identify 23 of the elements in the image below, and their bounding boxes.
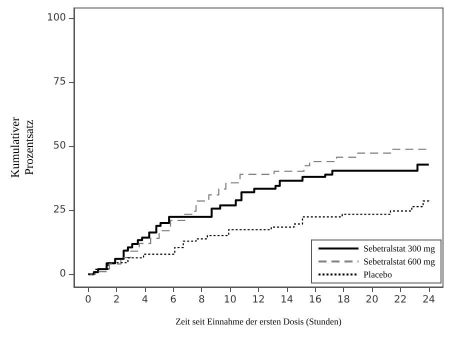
x-tick-label: 14 <box>280 294 294 306</box>
x-tick-label: 6 <box>170 294 177 306</box>
x-tick-label: 22 <box>394 294 407 306</box>
y-tick-label: 100 <box>46 12 66 24</box>
x-tick-label: 8 <box>198 294 205 306</box>
x-tick-label: 0 <box>84 294 92 306</box>
x-tick-label: 10 <box>224 294 236 306</box>
x-tick-label: 16 <box>308 294 322 306</box>
y-tick-label: 50 <box>53 140 66 152</box>
y-tick-label: 0 <box>60 268 66 280</box>
x-tick-label: 12 <box>252 294 265 306</box>
x-tick-label: 18 <box>337 294 350 306</box>
x-tick-label: 4 <box>142 294 148 306</box>
legend-label: Placebo <box>364 270 393 280</box>
y-axis-title: Kumulativer Prozentsatz <box>8 117 36 178</box>
legend-label: Sebetralstat 600 mg <box>364 256 436 266</box>
legend-label: Sebetralstat 300 mg <box>364 244 436 254</box>
x-axis-title: Zeit seit Einnahme der ersten Dosis (Stunden) <box>176 316 342 326</box>
y-tick-label: 25 <box>53 204 66 216</box>
x-tick-label: 24 <box>422 294 436 306</box>
x-tick-label: 20 <box>366 294 378 306</box>
y-tick-label: 75 <box>53 76 66 88</box>
x-tick-label: 2 <box>113 294 120 306</box>
